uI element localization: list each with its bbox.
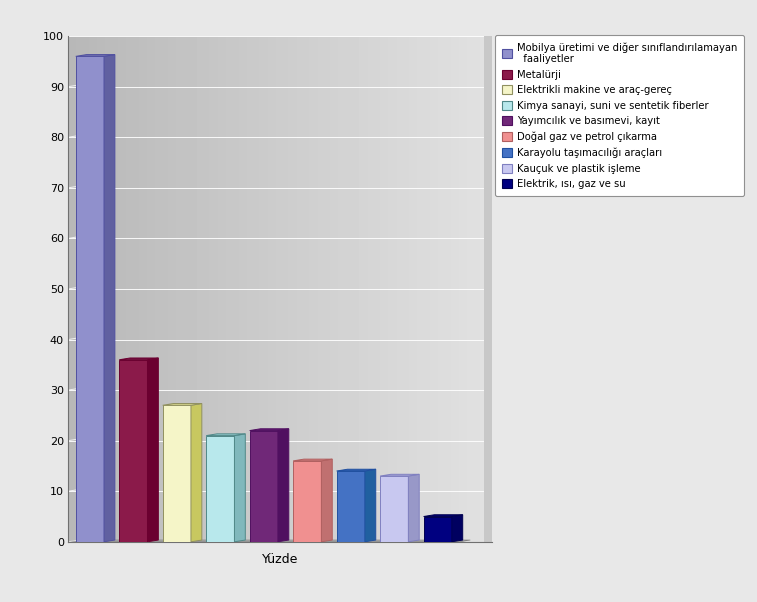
- Polygon shape: [293, 461, 322, 542]
- Polygon shape: [163, 403, 202, 405]
- Polygon shape: [337, 469, 375, 471]
- Polygon shape: [380, 474, 419, 476]
- Polygon shape: [452, 515, 463, 542]
- Polygon shape: [206, 434, 245, 436]
- Polygon shape: [250, 429, 288, 430]
- Polygon shape: [104, 55, 115, 542]
- Polygon shape: [293, 459, 332, 461]
- Polygon shape: [408, 474, 419, 542]
- Polygon shape: [322, 459, 332, 542]
- Polygon shape: [424, 515, 463, 517]
- Polygon shape: [76, 55, 115, 57]
- Polygon shape: [380, 476, 408, 542]
- Polygon shape: [148, 358, 158, 542]
- Polygon shape: [235, 434, 245, 542]
- X-axis label: Yüzde: Yüzde: [262, 553, 298, 566]
- Polygon shape: [206, 436, 235, 542]
- Polygon shape: [424, 517, 452, 542]
- Polygon shape: [250, 430, 278, 542]
- Polygon shape: [119, 360, 148, 542]
- Legend: Mobilya üretimi ve diğer sınıflandırılamayan
  faaliyetler, Metalürji, Elektrikl: Mobilya üretimi ve diğer sınıflandırılam…: [495, 35, 744, 196]
- Polygon shape: [278, 429, 288, 542]
- Polygon shape: [191, 403, 202, 542]
- Polygon shape: [119, 358, 158, 360]
- Polygon shape: [163, 405, 191, 542]
- Polygon shape: [337, 471, 365, 542]
- Polygon shape: [68, 540, 470, 542]
- Polygon shape: [76, 57, 104, 542]
- Polygon shape: [365, 469, 375, 542]
